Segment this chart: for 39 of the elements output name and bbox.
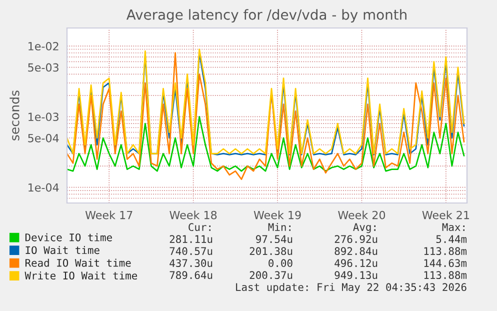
text: 113.88m (424, 247, 467, 256)
x-tick-label: Week 19 (254, 210, 301, 220)
text: Last update: Fri May 22 04:35:43 2026 (236, 282, 466, 294)
text: 0.00 (268, 259, 292, 268)
text: 740.57u (170, 247, 212, 256)
text: 276.92u (334, 235, 378, 244)
legend-label: IO Wait time (26, 246, 100, 254)
x-tick-label: Week 18 (170, 210, 217, 220)
text: 789.64u (170, 271, 212, 280)
legend-label: Write IO Wait time (24, 271, 138, 280)
line-series (67, 52, 465, 180)
y-tick-label: 1e-02 (28, 42, 58, 50)
y-tick-label: 1e-03 (28, 112, 58, 122)
text: 892.84u (334, 247, 378, 256)
line-series (67, 116, 465, 172)
text: 200.37u (250, 271, 292, 280)
text: 201.38u (250, 247, 292, 256)
text: Min: (268, 222, 290, 231)
text: 949.13u (334, 271, 378, 280)
x-tick-label: Week 21 (422, 210, 469, 220)
text: Cur: (188, 223, 210, 232)
text: Avg: (353, 223, 376, 234)
y-tick-label: 5e-04 (28, 134, 59, 142)
text: 113.88m (424, 271, 467, 280)
x-tick-label: Week 20 (338, 210, 386, 220)
text: 5.44m (436, 235, 467, 244)
y-axis-title: seconds (10, 90, 20, 140)
text: Max: (442, 223, 464, 232)
text: 496.12u (334, 259, 378, 268)
text: 144.63m (424, 259, 467, 268)
legend-label: Read IO Wait time (25, 258, 131, 267)
y-tick-label: 1e-04 (28, 183, 59, 192)
text: 437.30u (170, 259, 212, 268)
y-tick-label: 5e-03 (28, 63, 58, 72)
x-tick-label: Week 17 (85, 210, 132, 220)
text: 281.11u (170, 235, 212, 244)
text: 97.54u (256, 235, 292, 244)
chart-title: Average latency for /dev/vda - by month (126, 9, 406, 23)
legend-label: Device IO time (25, 233, 112, 242)
